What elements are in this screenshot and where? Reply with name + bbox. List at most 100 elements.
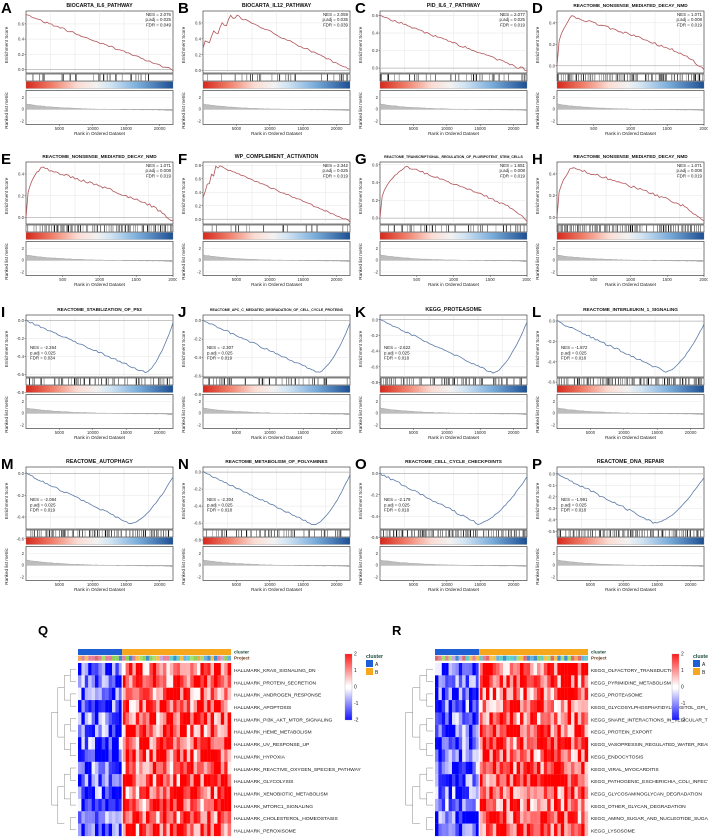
svg-text:20000: 20000 [508,582,520,587]
svg-text:WP_COMPLEMENT_ACTIVATION: WP_COMPLEMENT_ACTIVATION [235,154,319,160]
svg-text:FDR = 0.049: FDR = 0.049 [146,22,172,27]
svg-text:0.0: 0.0 [195,68,202,73]
svg-text:Enrichment Score: Enrichment Score [358,482,363,519]
svg-text:Rank in Ordered Dataset: Rank in Ordered Dataset [605,131,657,136]
svg-text:20000: 20000 [154,582,166,587]
svg-text:-2: -2 [374,422,378,427]
svg-text:-0.5: -0.5 [548,529,556,534]
svg-text:KEGG_SNARE_INTERACTIONS_IN_VES: KEGG_SNARE_INTERACTIONS_IN_VESICULAR_TRA… [591,717,708,723]
svg-text:Ranked list metric: Ranked list metric [358,243,363,280]
svg-text:Ranked list metric: Ranked list metric [358,396,363,433]
svg-text:HALLMARK_MTORC1_SIGNALING: HALLMARK_MTORC1_SIGNALING [234,804,313,810]
svg-text:0.0: 0.0 [549,319,556,324]
svg-text:A: A [1,0,12,17]
svg-text:0.4: 0.4 [372,180,379,185]
svg-text:-0.6: -0.6 [194,521,202,526]
svg-text:20000: 20000 [331,277,343,282]
svg-text:KEGG_OTHER_GLYCAN_DEGRADATION: KEGG_OTHER_GLYCAN_DEGRADATION [591,804,686,810]
svg-text:KEGG_PROTEIN_EXPORT: KEGG_PROTEIN_EXPORT [591,730,652,736]
svg-text:HALLMARK_APOPTOSIS: HALLMARK_APOPTOSIS [234,705,292,711]
svg-text:-0.3: -0.3 [548,506,556,511]
svg-text:-2: -2 [20,422,24,427]
svg-text:cluster: cluster [591,650,606,655]
svg-text:HALLMARK_UV_RESPONSE_UP: HALLMARK_UV_RESPONSE_UP [234,742,309,748]
svg-text:Rank in Ordered Dataset: Rank in Ordered Dataset [251,435,303,440]
svg-text:Enrichment Score: Enrichment Score [181,26,186,63]
svg-text:HALLMARK_GLYCOLYSIS: HALLMARK_GLYCOLYSIS [234,779,294,785]
svg-text:Enrichment Score: Enrichment Score [181,177,186,214]
svg-text:20000: 20000 [154,430,166,435]
svg-text:KEGG_PATHOGENIC_ESCHERICHIA_CO: KEGG_PATHOGENIC_ESCHERICHIA_COLI_INFECTI… [591,779,708,785]
svg-text:5000: 5000 [232,430,242,435]
svg-text:Rank in Ordered Dataset: Rank in Ordered Dataset [74,282,126,287]
svg-text:20000: 20000 [685,582,697,587]
svg-text:-2: -2 [681,718,686,724]
svg-text:2000: 2000 [699,277,708,282]
svg-text:5000: 5000 [586,430,596,435]
svg-text:C: C [355,0,366,17]
svg-text:Enrichment Score: Enrichment Score [358,177,363,214]
svg-text:HALLMARK_XENOBIOTIC_METABOLISM: HALLMARK_XENOBIOTIC_METABOLISM [234,792,328,798]
svg-text:PID_IL6_7_PATHWAY: PID_IL6_7_PATHWAY [427,3,481,9]
svg-text:-2: -2 [551,422,555,427]
svg-text:1500: 1500 [486,277,496,282]
svg-text:20000: 20000 [685,430,697,435]
svg-text:-2: -2 [374,118,378,123]
svg-text:0.2: 0.2 [549,193,556,198]
svg-text:0.2: 0.2 [372,198,379,203]
svg-text:-0.6: -0.6 [17,372,25,377]
svg-text:REACTOME_APC_C_MEDIATED_DEGRAD: REACTOME_APC_C_MEDIATED_DEGRADATION_OF_C… [210,308,344,312]
svg-text:Enrichment Score: Enrichment Score [4,330,9,367]
svg-text:500: 500 [59,277,67,282]
svg-text:-2: -2 [374,574,378,579]
svg-text:BIOCARTA_IL6_PATHWAY: BIOCARTA_IL6_PATHWAY [66,3,133,9]
svg-text:0.4: 0.4 [372,31,379,36]
svg-text:1: 1 [354,668,357,674]
svg-text:Enrichment Score: Enrichment Score [358,26,363,63]
svg-text:KEGG_VASOPRESSIN_REGULATED_WAT: KEGG_VASOPRESSIN_REGULATED_WATER_REABSOR… [591,742,708,748]
svg-text:Ranked list metric: Ranked list metric [181,396,186,433]
svg-text:Enrichment Score: Enrichment Score [181,482,186,519]
svg-text:FDR = 0.034: FDR = 0.034 [30,356,56,361]
svg-text:Ranked list metric: Ranked list metric [181,548,186,585]
svg-text:0.0: 0.0 [372,471,379,476]
svg-text:5000: 5000 [586,582,596,587]
svg-text:0.8: 0.8 [195,163,202,168]
svg-text:HALLMARK_PROTEIN_SECRETION: HALLMARK_PROTEIN_SECRETION [234,680,317,686]
svg-text:FDR = 0.019: FDR = 0.019 [146,173,172,178]
svg-text:-0.8: -0.8 [194,392,202,397]
svg-text:-0.8: -0.8 [371,380,379,385]
svg-text:-0.2: -0.2 [194,487,202,492]
svg-text:2000: 2000 [522,277,531,282]
svg-text:-0.4: -0.4 [371,349,379,354]
svg-text:Rank in Ordered Dataset: Rank in Ordered Dataset [428,435,480,440]
svg-text:Ranked list metric: Ranked list metric [181,243,186,280]
svg-text:0.2: 0.2 [549,42,556,47]
svg-text:Enrichment Score: Enrichment Score [535,482,540,519]
svg-text:O: O [355,456,367,473]
svg-text:FDR = 0.018: FDR = 0.018 [384,356,410,361]
svg-text:Rank in Ordered Dataset: Rank in Ordered Dataset [251,282,303,287]
svg-text:Ranked list metric: Ranked list metric [4,243,9,280]
svg-text:0.6: 0.6 [372,13,379,18]
svg-text:-0.8: -0.8 [17,390,25,395]
svg-text:0.4: 0.4 [18,37,25,42]
svg-text:FDR = 0.019: FDR = 0.019 [500,22,526,27]
svg-text:FDR = 0.018: FDR = 0.018 [384,508,410,513]
svg-text:Ranked list metric: Ranked list metric [4,396,9,433]
svg-text:HALLMARK_CHOLESTEROL_HOMEOSTAS: HALLMARK_CHOLESTEROL_HOMEOSTASIS [234,816,338,822]
svg-text:0.2: 0.2 [195,203,202,208]
svg-text:Rank in Ordered Dataset: Rank in Ordered Dataset [428,282,480,287]
svg-text:HALLMARK_HEME_METABOLISM: HALLMARK_HEME_METABOLISM [234,730,312,736]
svg-text:-0.4: -0.4 [548,359,556,364]
svg-text:FDR = 0.019: FDR = 0.019 [677,173,703,178]
svg-text:-1: -1 [681,701,686,707]
svg-text:Rank in Ordered Dataset: Rank in Ordered Dataset [605,435,657,440]
svg-text:-0.2: -0.2 [17,336,25,341]
svg-text:B: B [375,670,379,676]
svg-text:FDR = 0.019: FDR = 0.019 [323,173,349,178]
svg-text:FDR = 0.019: FDR = 0.019 [500,173,526,178]
svg-text:0.0: 0.0 [549,215,556,220]
svg-text:P: P [532,456,542,473]
svg-text:G: G [355,151,367,168]
